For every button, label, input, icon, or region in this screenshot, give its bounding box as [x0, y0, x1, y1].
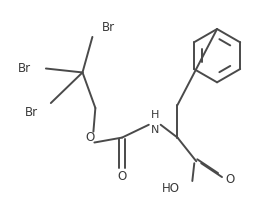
Text: Br: Br — [18, 62, 31, 75]
Text: O: O — [225, 173, 234, 186]
Text: Br: Br — [25, 106, 38, 119]
Text: O: O — [86, 131, 95, 144]
Text: Br: Br — [102, 21, 116, 33]
Text: HO: HO — [161, 182, 179, 195]
Text: H: H — [150, 110, 159, 120]
Text: N: N — [150, 125, 159, 135]
Text: O: O — [117, 170, 127, 183]
